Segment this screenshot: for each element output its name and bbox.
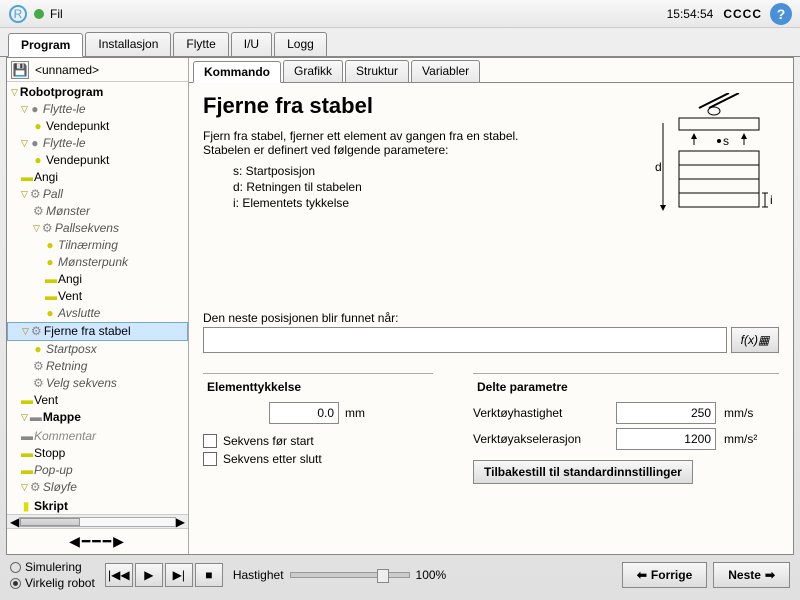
tool-speed-input[interactable]: [616, 402, 716, 424]
tool-accel-label: Verktøyakselerasjon: [473, 432, 608, 446]
next-button[interactable]: Neste ➡: [713, 562, 790, 588]
mms2-unit: mm/s²: [724, 432, 757, 446]
stop-button[interactable]: ■: [195, 563, 223, 587]
svg-text:d: d: [655, 160, 662, 174]
rewind-button[interactable]: |◀◀: [105, 563, 133, 587]
sub-tab-variabler[interactable]: Variabler: [411, 60, 480, 82]
tree-node[interactable]: ▬Angi: [7, 271, 188, 288]
tree-node[interactable]: ⚙Velg sekvens: [7, 375, 188, 392]
sim-label: Simulering: [25, 560, 82, 574]
main-tab-logg[interactable]: Logg: [274, 32, 327, 56]
tree-node[interactable]: ▬Pop-up: [7, 462, 188, 479]
help-icon[interactable]: ?: [770, 3, 792, 25]
svg-text:R: R: [14, 7, 23, 21]
sim-radio[interactable]: [10, 562, 21, 573]
tree-nav-arrows[interactable]: ◀━━━▶: [7, 528, 188, 554]
real-radio[interactable]: [10, 578, 21, 589]
play-button[interactable]: ▶: [135, 563, 163, 587]
next-pos-label: Den neste posisjonen blir funnet når:: [203, 311, 779, 325]
speed-slider[interactable]: [290, 572, 410, 578]
main-tab-i/u[interactable]: I/U: [231, 32, 272, 56]
tree-node[interactable]: ⚙Mønster: [7, 203, 188, 220]
tree-node[interactable]: ▽Robotprogram: [7, 84, 188, 101]
tree-node[interactable]: ▮Skript: [7, 498, 188, 514]
thickness-input[interactable]: [269, 402, 339, 424]
stack-diagram: s d i: [649, 93, 779, 233]
tree-node[interactable]: ▬Kommentar: [7, 428, 188, 445]
menu-fil[interactable]: Fil: [50, 7, 63, 21]
sub-tab-struktur[interactable]: Struktur: [345, 60, 409, 82]
program-tree[interactable]: ▽Robotprogram▽●Flytte-le●Vendepunkt▽●Fly…: [7, 82, 188, 514]
main-tab-flytte[interactable]: Flytte: [173, 32, 228, 56]
svg-text:i: i: [770, 193, 773, 207]
tree-node[interactable]: ⚙Retning: [7, 358, 188, 375]
tree-node[interactable]: ▬Vent: [7, 288, 188, 305]
mm-unit: mm: [345, 406, 365, 420]
tree-node[interactable]: ●Avslutte: [7, 305, 188, 322]
tree-node[interactable]: ●Vendepunkt: [7, 152, 188, 169]
speed-value: 100%: [416, 568, 447, 582]
tree-node[interactable]: ▬Angi: [7, 169, 188, 186]
tree-node[interactable]: ▬Vent: [7, 392, 188, 409]
sub-tab-grafikk[interactable]: Grafikk: [283, 60, 343, 82]
tree-node[interactable]: ●Startposx: [7, 341, 188, 358]
svg-text:s: s: [723, 134, 729, 148]
tree-node[interactable]: ▽▬Mappe: [7, 409, 188, 426]
real-label: Virkelig robot: [25, 576, 95, 590]
seq-before-label: Sekvens før start: [223, 434, 314, 448]
seq-after-check[interactable]: [203, 452, 217, 466]
tree-node[interactable]: ▽⚙Fjerne fra stabel: [7, 322, 188, 341]
main-tab-installasjon[interactable]: Installasjon: [85, 32, 171, 56]
seq-after-label: Sekvens etter slutt: [223, 452, 322, 466]
tree-node[interactable]: ●Vendepunkt: [7, 118, 188, 135]
status-dot: [34, 9, 44, 19]
tree-node[interactable]: ●Mønsterpunk: [7, 254, 188, 271]
tree-node[interactable]: ●Tilnærming: [7, 237, 188, 254]
tool-speed-label: Verktøyhastighet: [473, 406, 608, 420]
expression-input[interactable]: [203, 327, 727, 353]
thickness-title: Elementtykkelse: [203, 380, 305, 394]
main-tab-program[interactable]: Program: [8, 33, 83, 57]
fx-button[interactable]: f(x) ▦: [731, 327, 779, 353]
tree-hscroll[interactable]: ◀▶: [7, 514, 188, 528]
seq-before-check[interactable]: [203, 434, 217, 448]
filename: <unnamed>: [35, 63, 99, 77]
prev-button[interactable]: ⬅ Forrige: [622, 562, 707, 588]
tree-node[interactable]: ▽●Flytte-le: [7, 101, 188, 118]
reset-button[interactable]: Tilbakestill til standardinnstillinger: [473, 460, 693, 484]
cccc-label: CCCC: [723, 7, 762, 21]
clock: 15:54:54: [667, 7, 714, 21]
tree-node[interactable]: ▽⚙Pall: [7, 186, 188, 203]
ffwd-button[interactable]: ▶|: [165, 563, 193, 587]
tree-node[interactable]: ▽⚙Pallsekvens: [7, 220, 188, 237]
speed-label: Hastighet: [233, 568, 284, 582]
mms-unit: mm/s: [724, 406, 753, 420]
save-icon[interactable]: 💾: [11, 61, 29, 79]
ur-logo: R: [8, 4, 28, 24]
tree-node[interactable]: ▽●Flytte-le: [7, 135, 188, 152]
tree-node[interactable]: ▽⚙Sløyfe: [7, 479, 188, 496]
tree-node[interactable]: ▬Stopp: [7, 445, 188, 462]
sub-tab-kommando[interactable]: Kommando: [193, 61, 281, 83]
tool-accel-input[interactable]: [616, 428, 716, 450]
shared-title: Delte parametre: [473, 380, 572, 394]
